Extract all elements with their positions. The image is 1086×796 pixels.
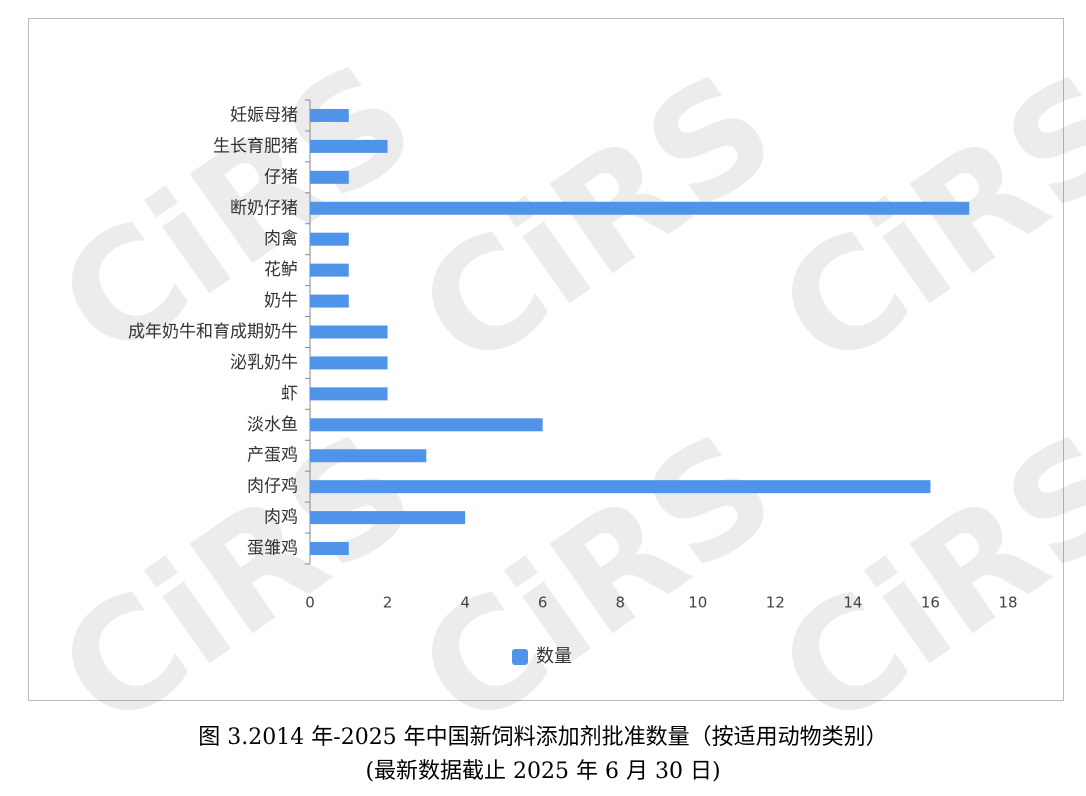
x-tick-label: 8 (615, 594, 625, 612)
bar (310, 418, 543, 432)
y-tick-label: 泌乳奶牛 (230, 353, 298, 373)
y-tick-label: 肉禽 (264, 229, 298, 249)
bar (310, 108, 349, 122)
bar (310, 294, 349, 308)
x-tick-label: 6 (538, 594, 548, 612)
y-tick-label: 仔猪 (264, 167, 298, 187)
y-tick-label: 妊娠母猪 (230, 105, 298, 125)
y-tick-label: 生长育肥猪 (213, 136, 298, 156)
bar (310, 542, 349, 556)
bar (310, 201, 970, 215)
y-tick-label: 奶牛 (264, 291, 298, 311)
x-tick-label: 16 (921, 594, 940, 612)
y-tick-label: 成年奶牛和育成期奶牛 (128, 322, 298, 342)
bar (310, 356, 388, 370)
x-tick-label: 14 (843, 594, 862, 612)
y-tick-label: 淡水鱼 (247, 415, 298, 435)
x-tick-label: 18 (998, 594, 1017, 612)
bar (310, 480, 931, 494)
chart-frame (28, 18, 1064, 701)
bar (310, 139, 388, 153)
x-tick-label: 2 (383, 594, 393, 612)
legend-label: 数量 (536, 646, 572, 667)
bar (310, 325, 388, 339)
chart-title: 图 3.2014 年-2025 年中国新饲料添加剂批准数量（按适用动物类别） (198, 725, 887, 750)
y-tick-label: 肉仔鸡 (247, 477, 298, 497)
bar (310, 511, 466, 525)
y-tick-label: 肉鸡 (264, 508, 298, 528)
bar (310, 232, 349, 246)
x-tick-label: 10 (688, 594, 707, 612)
y-tick-label: 虾 (281, 384, 298, 404)
y-tick-label: 断奶仔猪 (230, 198, 298, 218)
bar (310, 263, 349, 277)
y-tick-label: 产蛋鸡 (247, 446, 298, 466)
chart-subtitle: (最新数据截止 2025 年 6 月 30 日) (365, 759, 720, 784)
legend-swatch (512, 649, 528, 665)
y-tick-label: 蛋雏鸡 (247, 539, 298, 559)
y-tick-label: 花鲈 (264, 260, 298, 280)
x-tick-label: 12 (766, 594, 785, 612)
bar (310, 449, 427, 463)
bar (310, 170, 349, 184)
x-tick-label: 4 (460, 594, 470, 612)
x-tick-label: 0 (305, 594, 315, 612)
bar (310, 387, 388, 401)
